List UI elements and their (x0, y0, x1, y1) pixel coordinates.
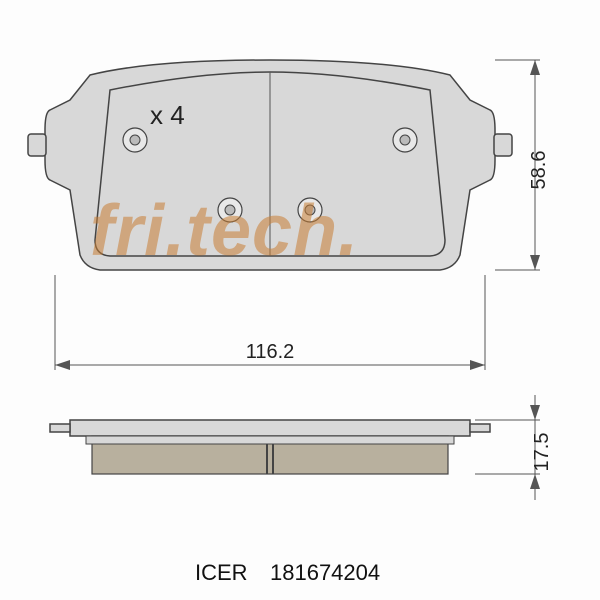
set-count-label: x 4 (150, 100, 185, 131)
ear-side-right (470, 424, 490, 432)
arrowhead (470, 360, 485, 370)
dim-thick-value: 17.5 (531, 433, 553, 472)
rivet-inner (130, 135, 140, 145)
arrowhead (530, 255, 540, 270)
dim-height-value: 58.6 (528, 151, 550, 190)
arrowhead (530, 474, 540, 489)
brake-pad-side-view (50, 420, 490, 474)
part-number: 181674204 (270, 560, 380, 586)
rivet-inner (400, 135, 410, 145)
rivet-inner (225, 205, 235, 215)
backing-plate-side (70, 420, 470, 436)
arrowhead (530, 405, 540, 420)
rivet-inner (305, 205, 315, 215)
brand-label: ICER (195, 560, 248, 586)
dim-width-value: 116.2 (246, 341, 295, 363)
ear-pin-right (494, 134, 512, 156)
ear-pin-left (28, 134, 46, 156)
ear-side-left (50, 424, 70, 432)
shim-side (86, 436, 454, 444)
technical-drawing: 116.2 58.6 17.5 (0, 0, 600, 600)
arrowhead (530, 60, 540, 75)
arrowhead (55, 360, 70, 370)
